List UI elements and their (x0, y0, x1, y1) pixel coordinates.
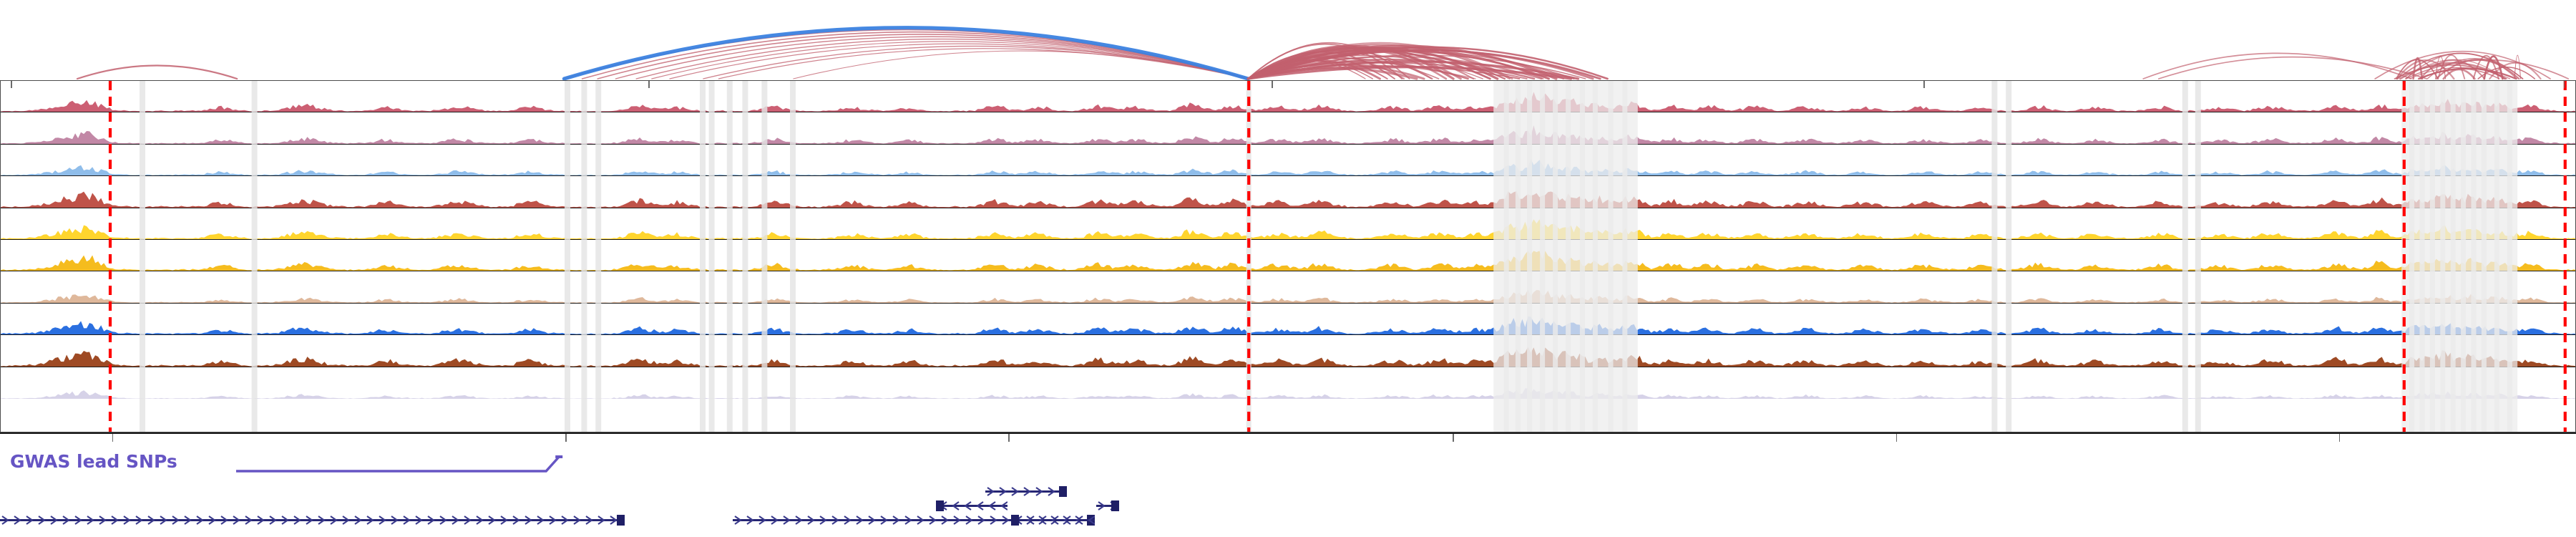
signal-track-panel (0, 80, 2576, 432)
arc-svg (76, 26, 2570, 80)
axis-line (0, 432, 2576, 435)
coordinate-tick (112, 434, 114, 442)
gene-exon (1058, 486, 1067, 497)
genomic-coordinate-axis (0, 432, 2576, 463)
coordinate-tick (1008, 434, 1010, 442)
gene-annotation-track (0, 481, 2576, 537)
track-signal-muscle (1, 190, 2575, 208)
gene-pigf[interactable] (0, 513, 2576, 528)
gwas-lead-snps-track[interactable]: GWAS lead SNPs (0, 451, 2576, 485)
track-signal-endothelial (1, 251, 2575, 271)
signal-track-endothelial[interactable] (1, 240, 2575, 272)
signal-track-digestive[interactable] (1, 112, 2575, 145)
gene-exon (1010, 515, 1019, 526)
gene-exon (1111, 500, 1120, 511)
gene-strand-arrows (987, 487, 1055, 496)
coordinate-tick (1453, 434, 1454, 442)
axis-tick-mark (1923, 81, 1925, 88)
gene-rhoq[interactable] (0, 484, 2576, 500)
track-signal-pns (1, 289, 2575, 303)
gene-body (937, 505, 1008, 507)
gene-prkce[interactable] (0, 513, 2576, 528)
gene-body (733, 519, 1094, 521)
track-signal-heart (1, 92, 2575, 112)
axis-tick-mark (2563, 81, 2565, 88)
signal-track-muscle[interactable] (1, 176, 2575, 208)
gene-strand-arrows (940, 501, 1008, 511)
coordinate-tick (2338, 434, 2341, 442)
track-signal-adipose (1, 346, 2575, 367)
signal-track-pns[interactable] (1, 271, 2575, 304)
coordinate-tick (1896, 434, 1898, 442)
signal-track-neurosph[interactable] (1, 208, 2575, 240)
signal-track-lung[interactable] (1, 367, 2575, 399)
gene-strand-arrows (1, 516, 618, 525)
gene-body (1096, 505, 1118, 507)
track-list (1, 81, 2575, 399)
track-signal-neurosph (1, 219, 2575, 239)
gene-atp6v1e2[interactable] (0, 498, 2576, 514)
gwas-lead-snps-label: GWAS lead SNPs (10, 451, 177, 472)
track-signal-endocrine (1, 159, 2575, 176)
chromatin-loop-arc-panel (0, 0, 2576, 80)
track-signal-reproductive (1, 316, 2575, 335)
signal-track-reproductive[interactable] (1, 304, 2575, 336)
signal-track-endocrine[interactable] (1, 145, 2575, 177)
gene-exon (936, 500, 945, 511)
gene-strand-arrows (1014, 516, 1095, 525)
gwas-connector-line (236, 455, 563, 473)
signal-track-adipose[interactable] (1, 335, 2575, 367)
track-signal-lung (1, 388, 2575, 399)
axis-tick-mark (648, 81, 650, 88)
gene-cript[interactable] (0, 498, 2576, 514)
gene-exon (617, 515, 625, 526)
signal-track-heart[interactable] (1, 81, 2575, 113)
gene-body (985, 490, 1065, 493)
coordinate-tick (565, 434, 567, 442)
track-signal-digestive (1, 125, 2575, 144)
